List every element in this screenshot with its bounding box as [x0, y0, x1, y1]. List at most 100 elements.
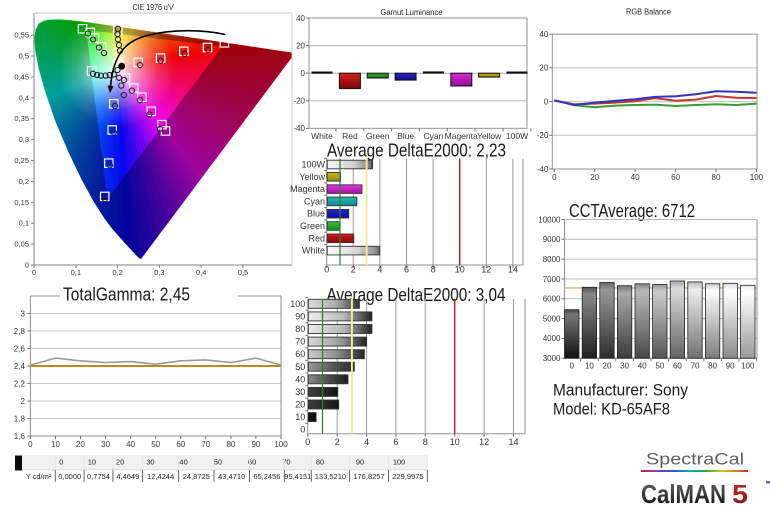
svg-text:4000: 4000 — [543, 334, 561, 343]
svg-text:Magenta: Magenta — [290, 184, 325, 194]
svg-text:6000: 6000 — [543, 295, 561, 304]
svg-text:20: 20 — [295, 400, 305, 410]
svg-text:6: 6 — [393, 437, 398, 447]
svg-text:0,25: 0,25 — [14, 156, 29, 165]
svg-text:7000: 7000 — [543, 275, 561, 284]
svg-text:70: 70 — [282, 458, 290, 467]
svg-text:0,45: 0,45 — [14, 72, 29, 81]
svg-text:2,4: 2,4 — [14, 362, 26, 371]
svg-text:SpectraCal: SpectraCal — [646, 450, 744, 469]
svg-text:80: 80 — [316, 458, 324, 467]
svg-text:4: 4 — [364, 437, 369, 447]
svg-text:2: 2 — [20, 397, 25, 406]
svg-text:100: 100 — [290, 299, 305, 309]
svg-text:20: 20 — [76, 440, 85, 449]
svg-text:40: 40 — [631, 173, 640, 182]
svg-text:30: 30 — [620, 362, 629, 371]
svg-text:176,8257: 176,8257 — [353, 472, 384, 481]
svg-text:60: 60 — [248, 458, 256, 467]
svg-text:0,4: 0,4 — [196, 268, 206, 277]
svg-text:Cyan: Cyan — [423, 131, 443, 141]
svg-text:100: 100 — [741, 362, 755, 371]
svg-text:50: 50 — [655, 362, 664, 371]
svg-text:0,05: 0,05 — [14, 240, 29, 249]
svg-text:2: 2 — [351, 265, 356, 275]
svg-text:10: 10 — [51, 440, 60, 449]
svg-text:Average DeltaE2000: 2,23: Average DeltaE2000: 2,23 — [327, 141, 506, 161]
svg-text:20: 20 — [603, 362, 612, 371]
svg-text:100: 100 — [393, 458, 406, 467]
svg-text:90: 90 — [356, 458, 364, 467]
svg-text:60: 60 — [671, 173, 680, 182]
svg-text:0,3: 0,3 — [154, 268, 164, 277]
svg-text:100: 100 — [750, 173, 764, 182]
svg-text:30: 30 — [101, 440, 110, 449]
svg-text:10000: 10000 — [538, 215, 561, 224]
svg-text:-20: -20 — [537, 131, 549, 140]
svg-text:0,1: 0,1 — [19, 219, 29, 228]
svg-text:4,4649: 4,4649 — [116, 472, 139, 481]
svg-text:40: 40 — [126, 440, 135, 449]
svg-text:43,4710: 43,4710 — [218, 472, 245, 481]
svg-text:20: 20 — [539, 64, 548, 73]
svg-text:70: 70 — [691, 362, 700, 371]
svg-text:80: 80 — [712, 173, 721, 182]
svg-text:60: 60 — [295, 349, 305, 359]
svg-text:0: 0 — [301, 69, 306, 78]
svg-text:4: 4 — [377, 265, 382, 275]
svg-text:TotalGamma: 2,45: TotalGamma: 2,45 — [63, 285, 190, 305]
svg-text:6: 6 — [404, 265, 409, 275]
svg-text:RGB Balance: RGB Balance — [626, 8, 672, 17]
svg-text:5000: 5000 — [543, 314, 561, 323]
svg-text:10: 10 — [585, 362, 594, 371]
svg-text:30: 30 — [146, 458, 154, 467]
svg-text:0: 0 — [32, 268, 36, 277]
svg-text:CCTAverage: 6712: CCTAverage: 6712 — [569, 201, 695, 221]
svg-text:20: 20 — [116, 458, 124, 467]
svg-text:10: 10 — [295, 412, 305, 422]
svg-text:0: 0 — [305, 437, 310, 447]
svg-text:0: 0 — [324, 265, 329, 275]
svg-text:0,7754: 0,7754 — [87, 472, 110, 481]
svg-text:65,2456: 65,2456 — [253, 472, 280, 481]
svg-text:0: 0 — [552, 173, 557, 182]
svg-text:White: White — [302, 246, 325, 256]
svg-text:90: 90 — [295, 311, 305, 321]
svg-text:12: 12 — [479, 437, 489, 447]
svg-text:Gamut Luminance: Gamut Luminance — [381, 8, 444, 17]
svg-text:0: 0 — [544, 97, 549, 106]
svg-text:90: 90 — [726, 362, 735, 371]
svg-text:0: 0 — [300, 425, 305, 435]
svg-text:0,5: 0,5 — [19, 52, 29, 61]
svg-text:3: 3 — [20, 309, 25, 318]
svg-text:100W: 100W — [301, 160, 325, 170]
svg-text:Green: Green — [300, 221, 325, 231]
svg-text:100: 100 — [274, 440, 288, 449]
svg-text:Average DeltaE2000: 3,04: Average DeltaE2000: 3,04 — [327, 285, 506, 305]
svg-text:Y cd/m²: Y cd/m² — [26, 472, 52, 481]
svg-text:Cyan: Cyan — [304, 196, 325, 206]
svg-text:12,4244: 12,4244 — [147, 472, 174, 481]
svg-text:0,2: 0,2 — [112, 268, 122, 277]
svg-text:40: 40 — [179, 458, 187, 467]
svg-text:-20: -20 — [293, 97, 305, 106]
svg-text:5: 5 — [732, 479, 748, 509]
svg-text:9000: 9000 — [543, 235, 561, 244]
svg-text:Yellow: Yellow — [299, 172, 325, 182]
svg-text:133,5210: 133,5210 — [315, 472, 346, 481]
svg-text:Model: KD-65AF8: Model: KD-65AF8 — [553, 400, 670, 419]
svg-text:0,2: 0,2 — [19, 177, 29, 186]
svg-text:100W: 100W — [506, 131, 528, 141]
svg-text:0,0000: 0,0000 — [58, 472, 81, 481]
svg-text:40: 40 — [638, 362, 647, 371]
svg-text:0,35: 0,35 — [14, 114, 29, 123]
svg-text:0,1: 0,1 — [71, 268, 81, 277]
svg-text:0,55: 0,55 — [14, 31, 29, 40]
svg-text:Blue: Blue — [397, 131, 414, 141]
svg-text:14: 14 — [508, 437, 518, 447]
svg-text:50: 50 — [295, 362, 305, 372]
svg-text:Blue: Blue — [307, 209, 325, 219]
svg-text:Magenta: Magenta — [445, 131, 478, 141]
svg-text:60: 60 — [673, 362, 682, 371]
svg-text:0: 0 — [570, 362, 575, 371]
